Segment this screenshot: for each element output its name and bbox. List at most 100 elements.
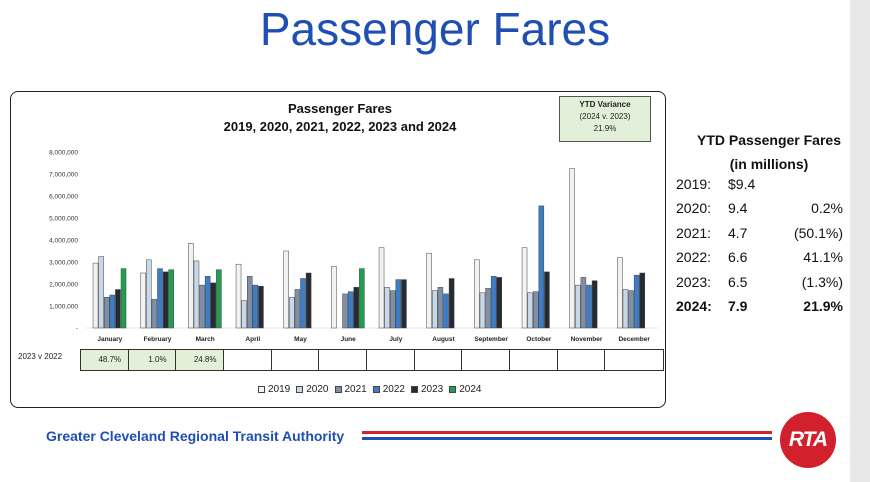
bar-2022-february <box>157 268 163 329</box>
bar-2021-august <box>437 287 444 329</box>
bar-2023-april <box>258 285 264 329</box>
bar-2024-june <box>359 268 365 329</box>
bar-2022-december <box>633 274 640 329</box>
ytd-row-2020: 2020: 9.4 0.2% <box>673 200 853 224</box>
org-name: Greater Cleveland Regional Transit Autho… <box>46 428 345 444</box>
ytd-change: 41.1% <box>803 249 843 266</box>
bar-chart: - 1,000,000 2,000,000 3,000,000 4,000,000 5,0… <box>49 150 658 343</box>
bar-2022-july <box>395 279 402 329</box>
bar-2020-march <box>193 260 200 329</box>
bar-2022-november <box>586 284 592 329</box>
ytd-variance-title: YTD Variance <box>579 100 631 109</box>
bar-2019-january <box>92 262 99 329</box>
x-tick-label: September <box>474 336 508 343</box>
ytd-year: 2021: <box>676 224 712 241</box>
ytd-row-2023: 2023: 6.5 (1.3%) <box>673 274 853 298</box>
bar-2019-april <box>235 263 242 329</box>
ytd-change: 21.9% <box>803 297 843 314</box>
comparison-box-february: 1.0% <box>127 349 188 371</box>
ytd-variance-subtitle: (2024 v. 2023) <box>579 112 631 121</box>
x-tick-label: February <box>144 336 172 343</box>
comparison-box-march: 24.8% <box>175 349 236 371</box>
ytd-row-2022: 2022: 6.6 41.1% <box>673 249 853 273</box>
legend-swatch <box>258 386 265 393</box>
x-tick-label: June <box>341 336 357 343</box>
bar-2020-may <box>289 296 295 329</box>
bar-2023-july <box>401 279 407 329</box>
bar-2019-november <box>569 168 575 329</box>
legend-label: 2019 <box>268 384 291 395</box>
bar-2022-october <box>538 205 545 329</box>
ytd-value: 7.9 <box>728 297 748 314</box>
y-tick-label: 4,000,000 <box>49 238 78 245</box>
bar-2023-december <box>639 272 646 329</box>
bar-2023-june <box>353 287 360 329</box>
y-tick-label: 7,000,000 <box>49 172 78 179</box>
slide-edge-shade <box>850 0 870 482</box>
x-tick-label: August <box>432 336 455 343</box>
legend-label: 2022 <box>382 384 405 395</box>
legend-label: 2021 <box>344 384 367 395</box>
ytd-variance-box: YTD Variance (2024 v. 2023) 21.9% <box>559 96 651 142</box>
bar-2024-january <box>120 268 127 329</box>
ytd-panel-title-line2: (in millions) <box>729 156 809 172</box>
ytd-variance-value: 21.9% <box>593 124 617 133</box>
x-tick-label: December <box>618 336 650 343</box>
ytd-change: 0.2% <box>811 200 843 217</box>
bar-2023-january <box>115 289 121 329</box>
legend-item-2021: 2021 <box>334 384 367 395</box>
bar-2021-september <box>485 288 491 329</box>
ytd-panel-title-line1: YTD Passenger Fares <box>697 132 841 148</box>
footer-stripe-blue <box>362 437 772 440</box>
rta-logo-text: RTA <box>788 428 828 451</box>
bar-2023-may <box>305 272 312 329</box>
y-tick-label: - <box>76 326 78 333</box>
ytd-row-2021: 2021: 4.7 (50.1%) <box>673 225 853 249</box>
x-tick-label: October <box>526 336 551 343</box>
bar-2023-february <box>162 271 169 329</box>
legend-label: 2024 <box>459 384 482 395</box>
legend-swatch <box>411 386 418 393</box>
legend-label: 2023 <box>421 384 444 395</box>
bar-2020-august <box>432 290 438 329</box>
comparison-row-label: 2023 v 2022 <box>18 352 63 361</box>
x-tick-label: April <box>245 336 260 343</box>
x-tick-label: November <box>571 336 603 343</box>
bar-2021-july <box>389 290 396 329</box>
bar-2023-august <box>448 278 455 329</box>
legend-swatch <box>334 386 342 393</box>
bar-2022-may <box>300 278 306 329</box>
y-tick-label: 2,000,000 <box>49 282 78 289</box>
ytd-value: $9.4 <box>728 176 756 192</box>
legend-swatch <box>449 386 457 393</box>
ytd-fares-panel: YTD Passenger Fares (in millions) 2019: … <box>673 128 853 322</box>
bar-2023-november <box>591 280 598 329</box>
chart-legend: 2019 2020 2021 2022 2023 2024 <box>258 384 488 395</box>
y-tick-label: 6,000,000 <box>49 194 78 201</box>
bar-2022-june <box>347 291 354 329</box>
chart-title: Passenger Fares <box>287 101 393 116</box>
ytd-value: 4.7 <box>728 224 748 241</box>
bar-2023-october <box>544 271 550 329</box>
ytd-value: 9.4 <box>728 200 748 217</box>
ytd-panel-title: YTD Passenger Fares (in millions) <box>685 128 853 176</box>
bar-2020-october <box>527 292 533 329</box>
bar-2019-july <box>378 247 385 329</box>
rta-logo: RTA <box>780 412 836 468</box>
y-tick-label: 3,000,000 <box>49 260 78 267</box>
bar-2021-november <box>580 277 587 329</box>
ytd-year: 2020: <box>676 200 712 217</box>
bar-2020-december <box>622 289 629 329</box>
bar-2021-october <box>532 291 539 329</box>
legend-item-2019: 2019 <box>258 384 290 395</box>
bar-2022-april <box>252 284 259 329</box>
bar-2021-may <box>294 289 301 329</box>
ytd-year: 2019: <box>676 176 712 192</box>
bar-2019-october <box>521 247 528 329</box>
bar-2021-february <box>151 299 158 329</box>
y-tick-label: 8,000,000 <box>49 150 78 157</box>
bar-2024-february <box>168 269 174 329</box>
legend-item-2023: 2023 <box>411 384 443 395</box>
legend-item-2020: 2020 <box>296 384 329 395</box>
bar-2019-september <box>474 259 480 329</box>
